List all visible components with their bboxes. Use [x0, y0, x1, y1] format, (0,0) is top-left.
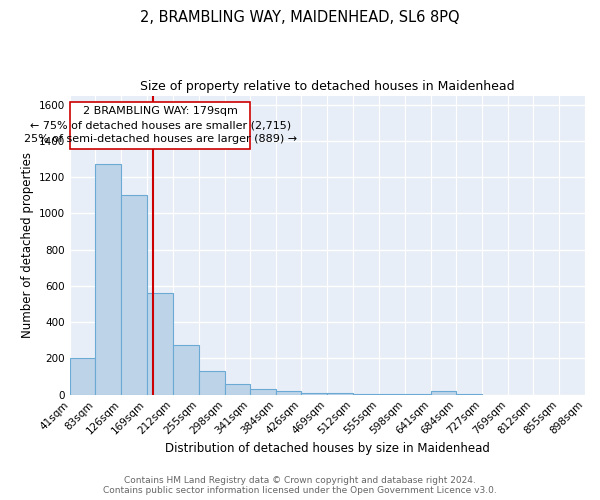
Title: Size of property relative to detached houses in Maidenhead: Size of property relative to detached ho… — [140, 80, 515, 93]
Bar — [224, 384, 250, 394]
Text: 2, BRAMBLING WAY, MAIDENHEAD, SL6 8PQ: 2, BRAMBLING WAY, MAIDENHEAD, SL6 8PQ — [140, 10, 460, 25]
Bar — [199, 371, 224, 394]
Bar — [431, 391, 457, 394]
Bar — [250, 390, 276, 394]
Y-axis label: Number of detached properties: Number of detached properties — [20, 152, 34, 338]
Text: 2 BRAMBLING WAY: 179sqm
← 75% of detached houses are smaller (2,715)
25% of semi: 2 BRAMBLING WAY: 179sqm ← 75% of detache… — [24, 106, 297, 144]
Bar — [173, 345, 199, 395]
Bar — [95, 164, 121, 394]
FancyBboxPatch shape — [70, 102, 250, 149]
Bar — [301, 392, 327, 394]
Text: Contains HM Land Registry data © Crown copyright and database right 2024.
Contai: Contains HM Land Registry data © Crown c… — [103, 476, 497, 495]
Bar — [121, 196, 147, 394]
Bar — [147, 293, 173, 394]
Bar — [70, 358, 95, 394]
Bar — [276, 391, 301, 394]
X-axis label: Distribution of detached houses by size in Maidenhead: Distribution of detached houses by size … — [165, 442, 490, 455]
